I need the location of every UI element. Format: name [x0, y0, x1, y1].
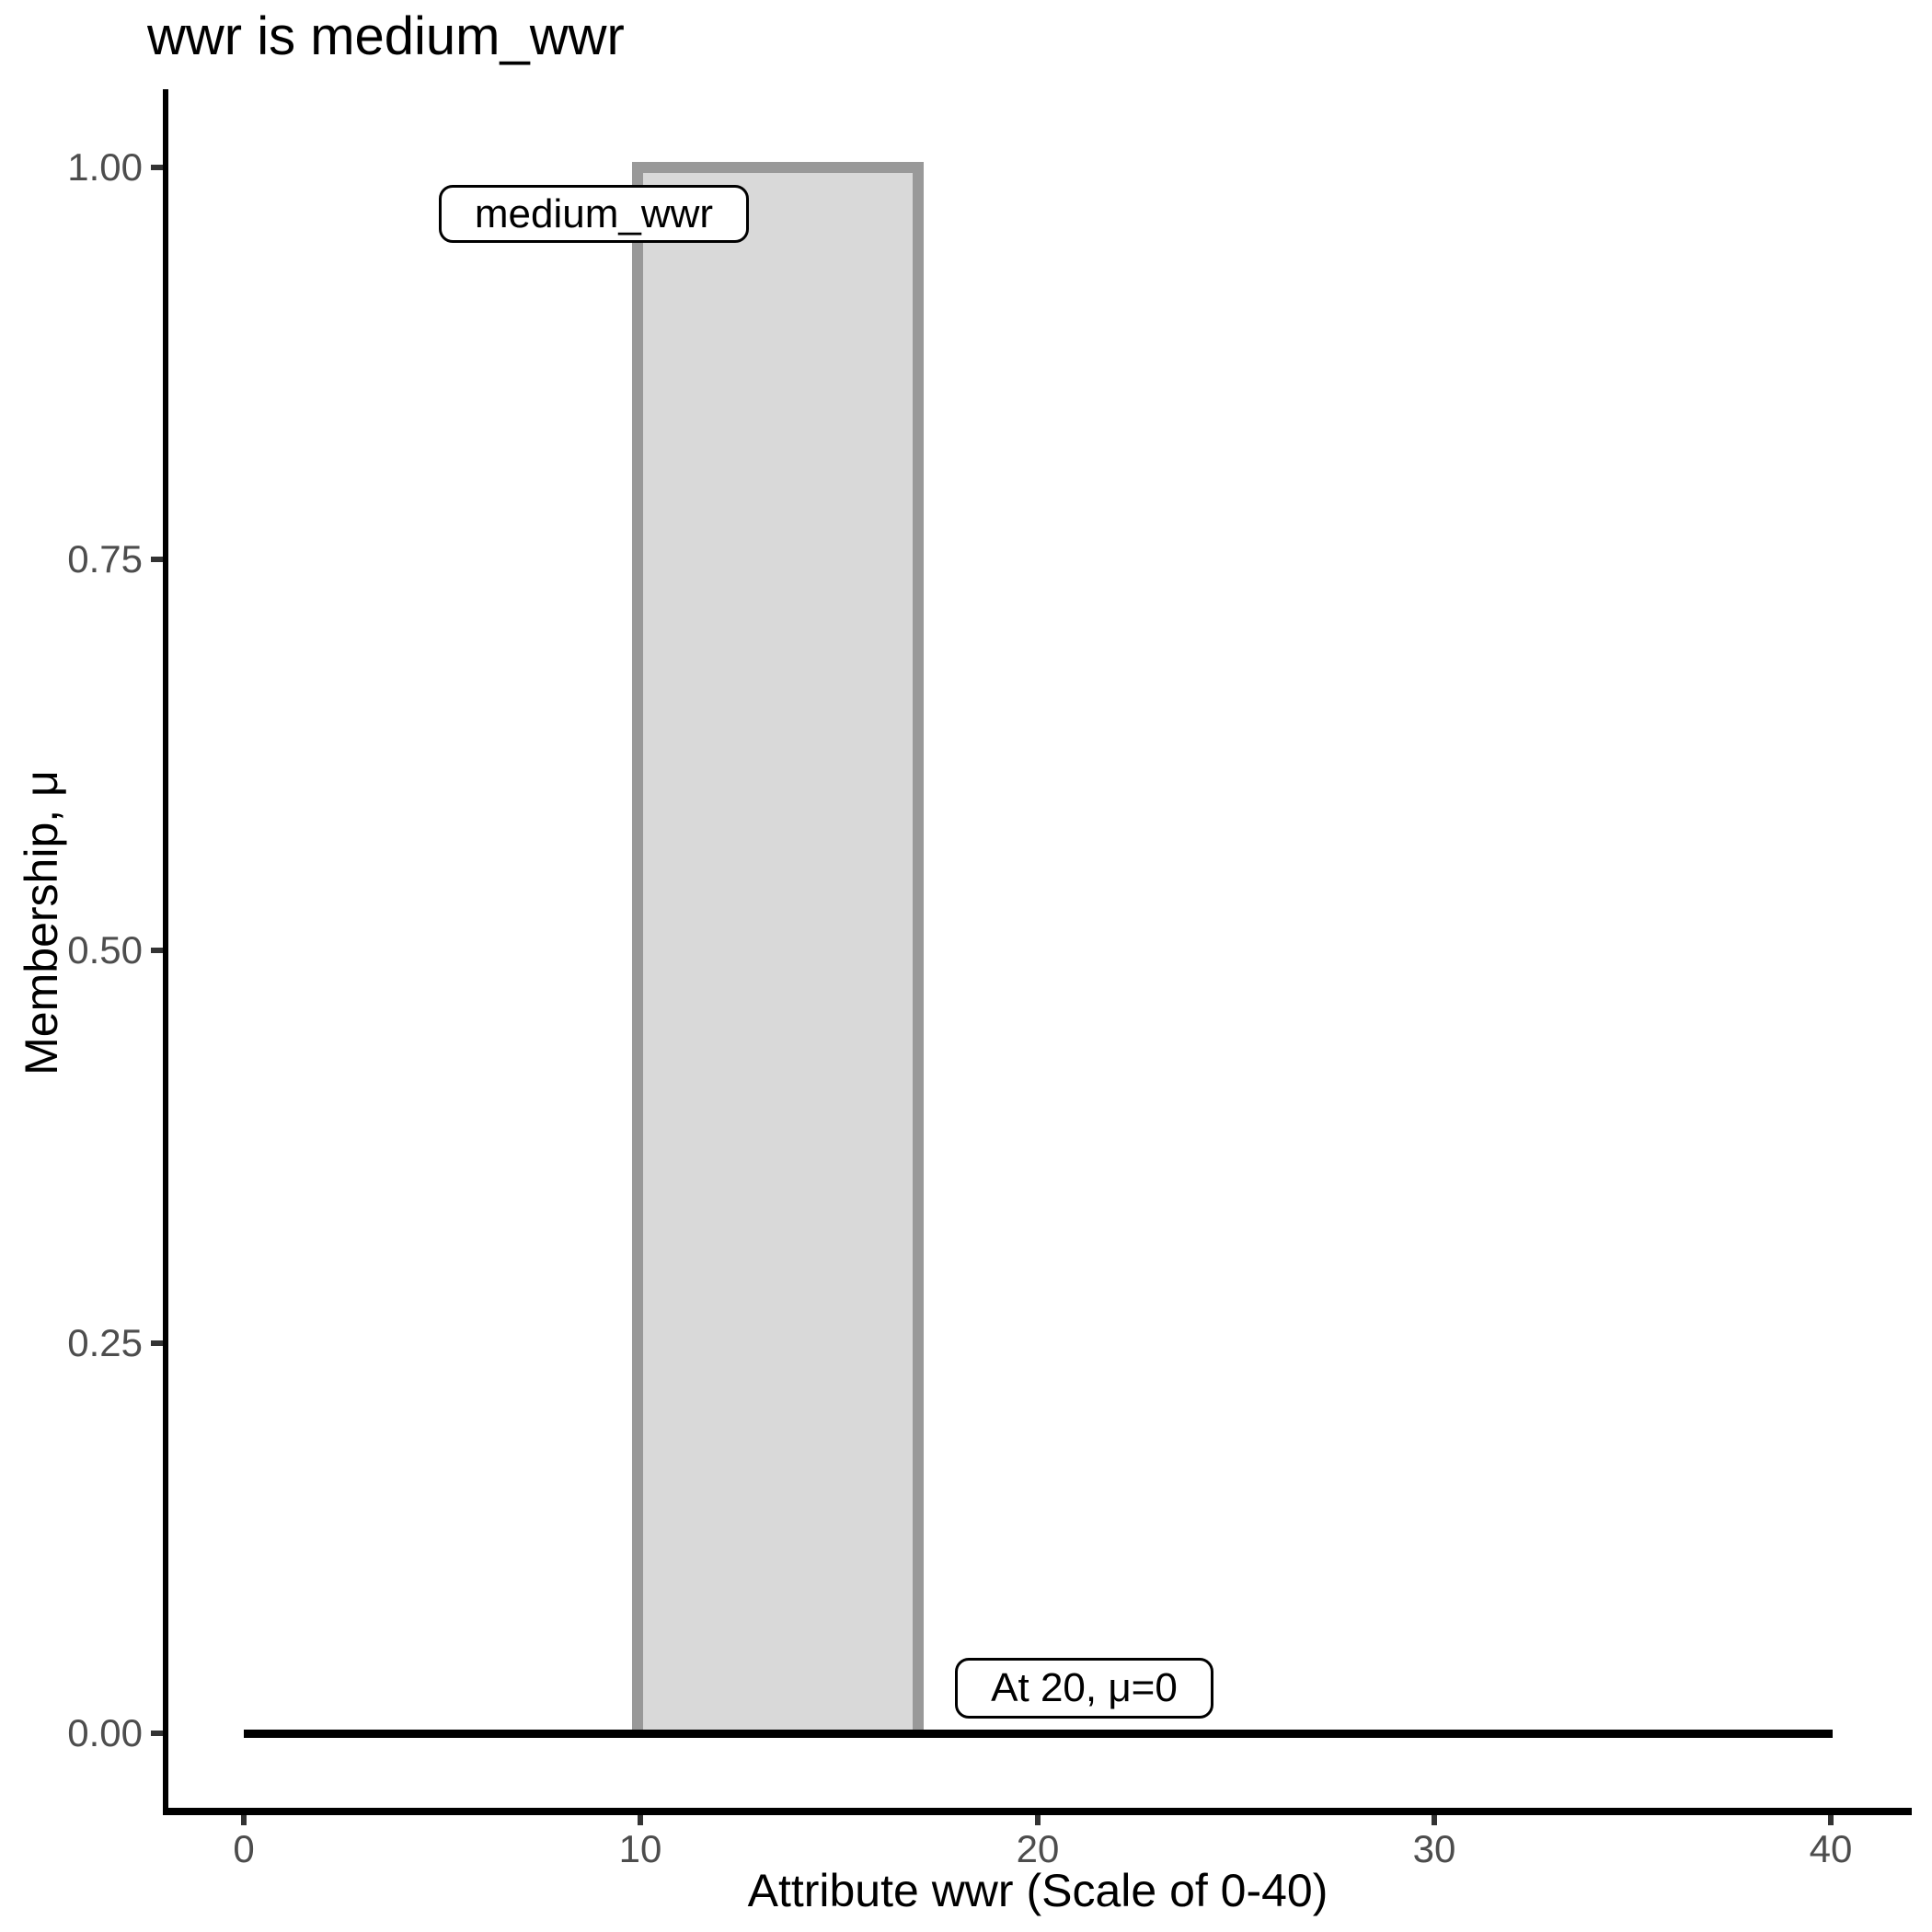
- annotation-at-20-mu-0: At 20, μ=0: [955, 1658, 1213, 1719]
- y-tick-mark-0.75: [151, 557, 163, 562]
- x-tick-label-0: 0: [233, 1827, 255, 1870]
- y-tick-mark-0.50: [151, 948, 163, 953]
- x-tick-label-40: 40: [1809, 1827, 1853, 1870]
- x-axis-line: [163, 1808, 1912, 1815]
- y-tick-label-0.00: 0.00: [67, 1711, 143, 1754]
- membership-bar-medium-wwr: [632, 162, 924, 1734]
- y-axis-title: Membership, μ: [16, 770, 67, 1075]
- x-tick-mark-20: [1035, 1815, 1041, 1825]
- y-axis-line: [163, 89, 168, 1815]
- x-tick-mark-40: [1828, 1815, 1834, 1825]
- y-tick-label-1.00: 1.00: [67, 145, 143, 189]
- x-tick-label-20: 20: [1016, 1827, 1060, 1870]
- x-axis-title: Attribute wwr (Scale of 0-40): [747, 1865, 1328, 1916]
- x-tick-label-30: 30: [1412, 1827, 1456, 1870]
- y-tick-mark-1.00: [151, 165, 163, 170]
- y-tick-label-0.50: 0.50: [67, 928, 143, 972]
- y-tick-label-0.25: 0.25: [67, 1321, 143, 1364]
- x-tick-mark-10: [638, 1815, 643, 1825]
- x-tick-mark-0: [241, 1815, 247, 1825]
- membership-zero-baseline: [244, 1730, 1833, 1738]
- y-tick-mark-0.00: [151, 1731, 163, 1736]
- x-tick-label-10: 10: [618, 1827, 662, 1870]
- y-tick-label-0.75: 0.75: [67, 537, 143, 581]
- chart-title: wwr is medium_wwr: [147, 6, 625, 66]
- x-tick-mark-30: [1432, 1815, 1437, 1825]
- annotation-medium-wwr: medium_wwr: [439, 185, 749, 243]
- y-tick-mark-0.25: [151, 1340, 163, 1346]
